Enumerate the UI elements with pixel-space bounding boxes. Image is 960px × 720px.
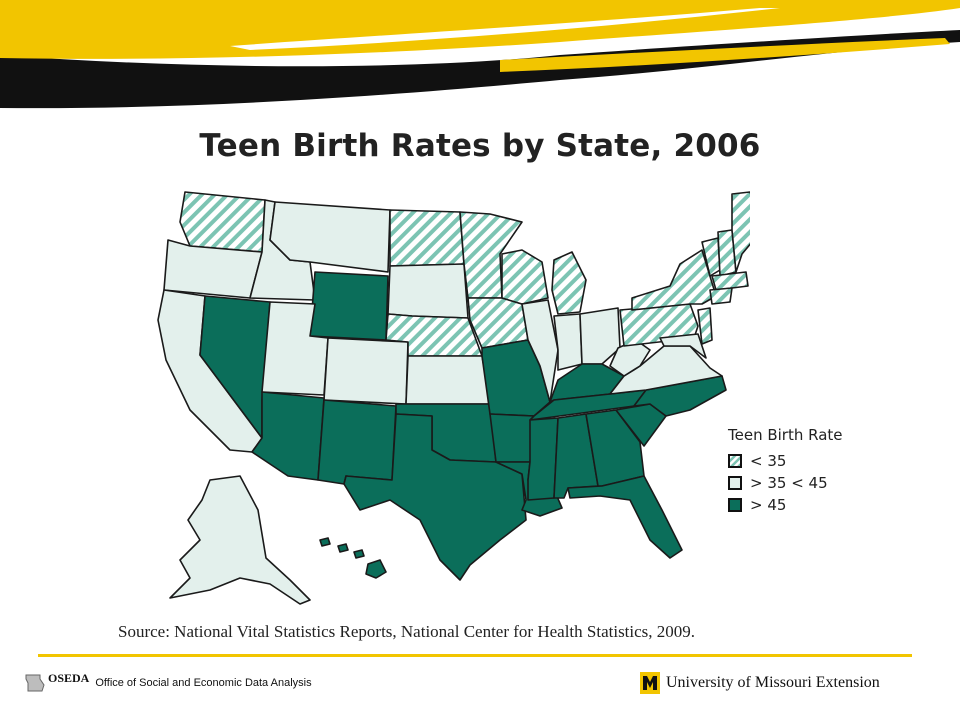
- state-mississippi: [527, 417, 559, 501]
- legend-item: > 45: [728, 494, 878, 516]
- state-south-dakota: [387, 263, 469, 319]
- legend-item: > 35 < 45: [728, 472, 878, 494]
- state-massachusetts: [711, 271, 749, 291]
- state-wisconsin: [501, 249, 549, 305]
- state-new-mexico: [317, 399, 397, 485]
- oseda-logo: OSEDA: [48, 670, 90, 685]
- legend-swatch-hatched: [728, 454, 742, 468]
- legend-title: Teen Birth Rate: [728, 426, 843, 444]
- state-texas: [343, 413, 527, 581]
- legend-label: > 45: [750, 496, 787, 514]
- state-maine: [731, 191, 750, 273]
- banner-white-streak: [230, 8, 780, 50]
- state-new-york: [631, 249, 717, 311]
- oseda-footer: OSEDA Office of Social and Economic Data…: [24, 670, 312, 696]
- missouri-state-icon: [25, 674, 45, 692]
- mu-extension-footer: University of Missouri Extension: [640, 672, 880, 694]
- source-note: Source: National Vital Statistics Report…: [118, 622, 696, 641]
- us-map: [157, 191, 750, 605]
- state-hawaii: [319, 537, 387, 579]
- state-colorado: [323, 337, 409, 405]
- legend: Teen Birth Rate < 35 > 35 < 45 > 45: [728, 426, 878, 516]
- footer-divider: [38, 654, 912, 657]
- legend-swatch-light: [728, 476, 742, 490]
- mizzou-m-icon: [640, 672, 660, 694]
- state-arizona: [251, 391, 325, 481]
- banner-yellow-tail: [500, 38, 950, 72]
- state-arkansas: [489, 413, 535, 463]
- state-new-jersey: [697, 307, 713, 345]
- legend-item: < 35: [728, 450, 878, 472]
- state-north-dakota: [389, 209, 465, 267]
- state-michigan: [551, 251, 587, 315]
- legend-label: > 35 < 45: [750, 474, 828, 492]
- state-indiana: [553, 313, 583, 371]
- state-kansas: [405, 355, 491, 405]
- state-ohio: [579, 307, 621, 365]
- header-banner: [0, 0, 960, 109]
- legend-label: < 35: [750, 452, 787, 470]
- mu-extension-text: University of Missouri Extension: [666, 674, 880, 691]
- state-maryland: [659, 333, 707, 359]
- legend-swatch-dark: [728, 498, 742, 512]
- state-connecticut: [709, 287, 733, 305]
- state-minnesota: [459, 211, 523, 299]
- state-washington: [179, 191, 266, 253]
- state-wyoming: [309, 271, 389, 341]
- map-title: Teen Birth Rates by State, 2006: [199, 128, 761, 164]
- oseda-text: Office of Social and Economic Data Analy…: [95, 677, 312, 689]
- state-alaska: [169, 475, 311, 605]
- state-florida: [567, 475, 683, 559]
